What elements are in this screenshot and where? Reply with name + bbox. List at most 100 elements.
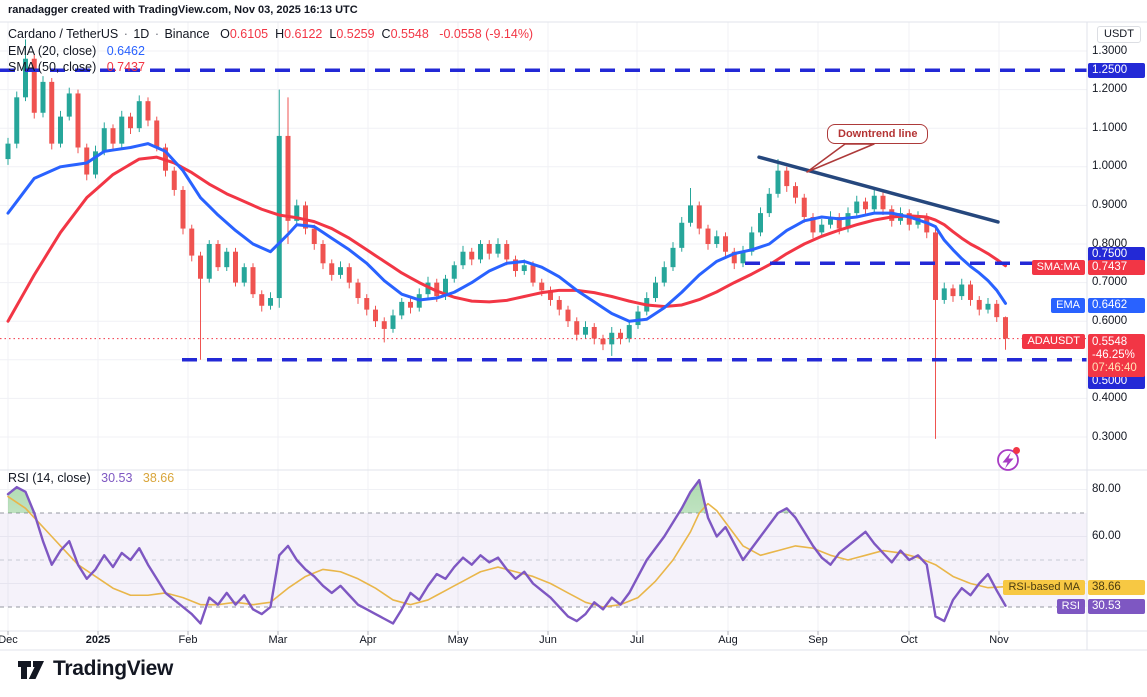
rsi-value-badge[interactable]: 30.53 — [1088, 598, 1145, 614]
ema20-line[interactable] — [6, 142, 1007, 323]
candle[interactable] — [180, 186, 186, 235]
candle[interactable] — [635, 305, 641, 329]
candle[interactable] — [198, 251, 203, 360]
candle[interactable] — [766, 188, 772, 217]
candle[interactable] — [976, 296, 982, 316]
time-axis-label-2025[interactable]: 2025 — [85, 634, 111, 646]
candle[interactable] — [154, 116, 160, 152]
ema-legend[interactable]: EMA (20, close) 0.6462 — [8, 44, 145, 58]
level-badge-0-75[interactable]: 0.7500 — [1088, 246, 1145, 262]
candle[interactable] — [661, 261, 667, 287]
candle[interactable] — [276, 89, 282, 308]
candle[interactable] — [346, 263, 352, 289]
candle[interactable] — [994, 299, 1000, 322]
candle[interactable] — [355, 278, 361, 304]
candle[interactable] — [801, 193, 807, 223]
candle[interactable] — [968, 280, 973, 306]
candle[interactable] — [793, 182, 798, 204]
time-axis-label-Apr[interactable]: Apr — [359, 634, 377, 646]
candle[interactable] — [320, 240, 326, 270]
candle[interactable] — [311, 224, 317, 250]
candle[interactable] — [670, 242, 676, 272]
candle[interactable] — [215, 240, 221, 272]
candle[interactable] — [66, 87, 72, 121]
candle[interactable] — [408, 298, 413, 314]
candle[interactable] — [819, 218, 825, 237]
candle[interactable] — [609, 326, 615, 356]
candle[interactable] — [880, 191, 886, 216]
time-axis-label-Sep[interactable]: Sep — [808, 634, 828, 646]
candle[interactable] — [731, 247, 737, 270]
candle[interactable] — [758, 207, 763, 237]
candle[interactable] — [40, 76, 46, 118]
candle[interactable] — [49, 78, 55, 150]
candle[interactable] — [959, 278, 965, 300]
candle[interactable] — [854, 195, 860, 217]
candle[interactable] — [591, 323, 597, 345]
candle[interactable] — [626, 321, 632, 343]
symbol-legend[interactable]: Cardano / TetherUS · 1D · Binance O0.610… — [8, 27, 533, 41]
last-price-badge[interactable]: 0.5548 -46.25% 07:46:40 — [1088, 334, 1145, 377]
candle[interactable] — [784, 166, 790, 192]
candle[interactable] — [486, 240, 492, 260]
candle[interactable] — [31, 54, 37, 119]
candle[interactable] — [58, 110, 63, 148]
time-axis-label-Jun[interactable]: Jun — [539, 634, 557, 646]
time-axis-label-Mar[interactable]: Mar — [268, 634, 288, 646]
candle[interactable] — [775, 159, 781, 198]
candle[interactable] — [705, 224, 711, 250]
candle[interactable] — [364, 294, 370, 316]
candle[interactable] — [285, 97, 291, 244]
time-axis-label-Dec[interactable]: Dec — [0, 634, 18, 646]
candle[interactable] — [206, 240, 212, 283]
rsi-line[interactable] — [6, 478, 1007, 625]
candle[interactable] — [565, 305, 571, 327]
candle[interactable] — [600, 334, 606, 351]
candle[interactable] — [233, 247, 238, 287]
candle[interactable] — [469, 247, 475, 266]
candle[interactable] — [93, 145, 98, 179]
candle[interactable] — [696, 201, 702, 235]
level-badge-0-50[interactable]: 0.5000 — [1088, 373, 1145, 389]
sma-value-badge[interactable]: 0.7437 — [1088, 259, 1145, 275]
candle[interactable] — [399, 298, 405, 320]
candle[interactable] — [583, 321, 588, 339]
candle[interactable] — [268, 292, 273, 310]
candle[interactable] — [548, 286, 553, 306]
candle[interactable] — [871, 189, 877, 214]
candle[interactable] — [574, 317, 580, 341]
downtrend-trendline[interactable] — [757, 155, 1000, 224]
interval-value[interactable]: 1D — [133, 27, 150, 41]
candle[interactable] — [5, 137, 11, 165]
candle[interactable] — [119, 110, 125, 148]
candle[interactable] — [478, 240, 483, 264]
candle[interactable] — [145, 97, 151, 127]
candle[interactable] — [136, 95, 142, 133]
candle[interactable] — [390, 309, 396, 333]
candle[interactable] — [128, 112, 133, 134]
candle[interactable] — [250, 263, 256, 299]
candle[interactable] — [933, 228, 938, 439]
candle[interactable] — [294, 199, 300, 225]
candle[interactable] — [259, 290, 265, 312]
candle[interactable] — [381, 317, 387, 343]
candle[interactable] — [740, 245, 746, 268]
time-axis-label-Feb[interactable]: Feb — [178, 634, 198, 646]
candle[interactable] — [338, 261, 343, 279]
candle[interactable] — [941, 282, 947, 304]
candle[interactable] — [14, 91, 20, 149]
candle[interactable] — [171, 166, 177, 196]
candle[interactable] — [653, 276, 658, 302]
rsi-ma-line-label[interactable]: RSI-based MA — [1003, 579, 1085, 595]
candle[interactable] — [679, 216, 685, 252]
candle[interactable] — [688, 188, 693, 227]
candle[interactable] — [303, 201, 308, 235]
candle[interactable] — [513, 255, 518, 277]
time-axis-label-Nov[interactable]: Nov — [989, 634, 1009, 646]
rsi-legend[interactable]: RSI (14, close) 30.53 38.66 — [8, 471, 174, 485]
candle[interactable] — [863, 197, 868, 216]
rsi-ma-value-badge[interactable]: 38.66 — [1088, 579, 1145, 595]
candle[interactable] — [1003, 316, 1008, 350]
sma-line-label[interactable]: SMA:MA — [1031, 259, 1085, 275]
